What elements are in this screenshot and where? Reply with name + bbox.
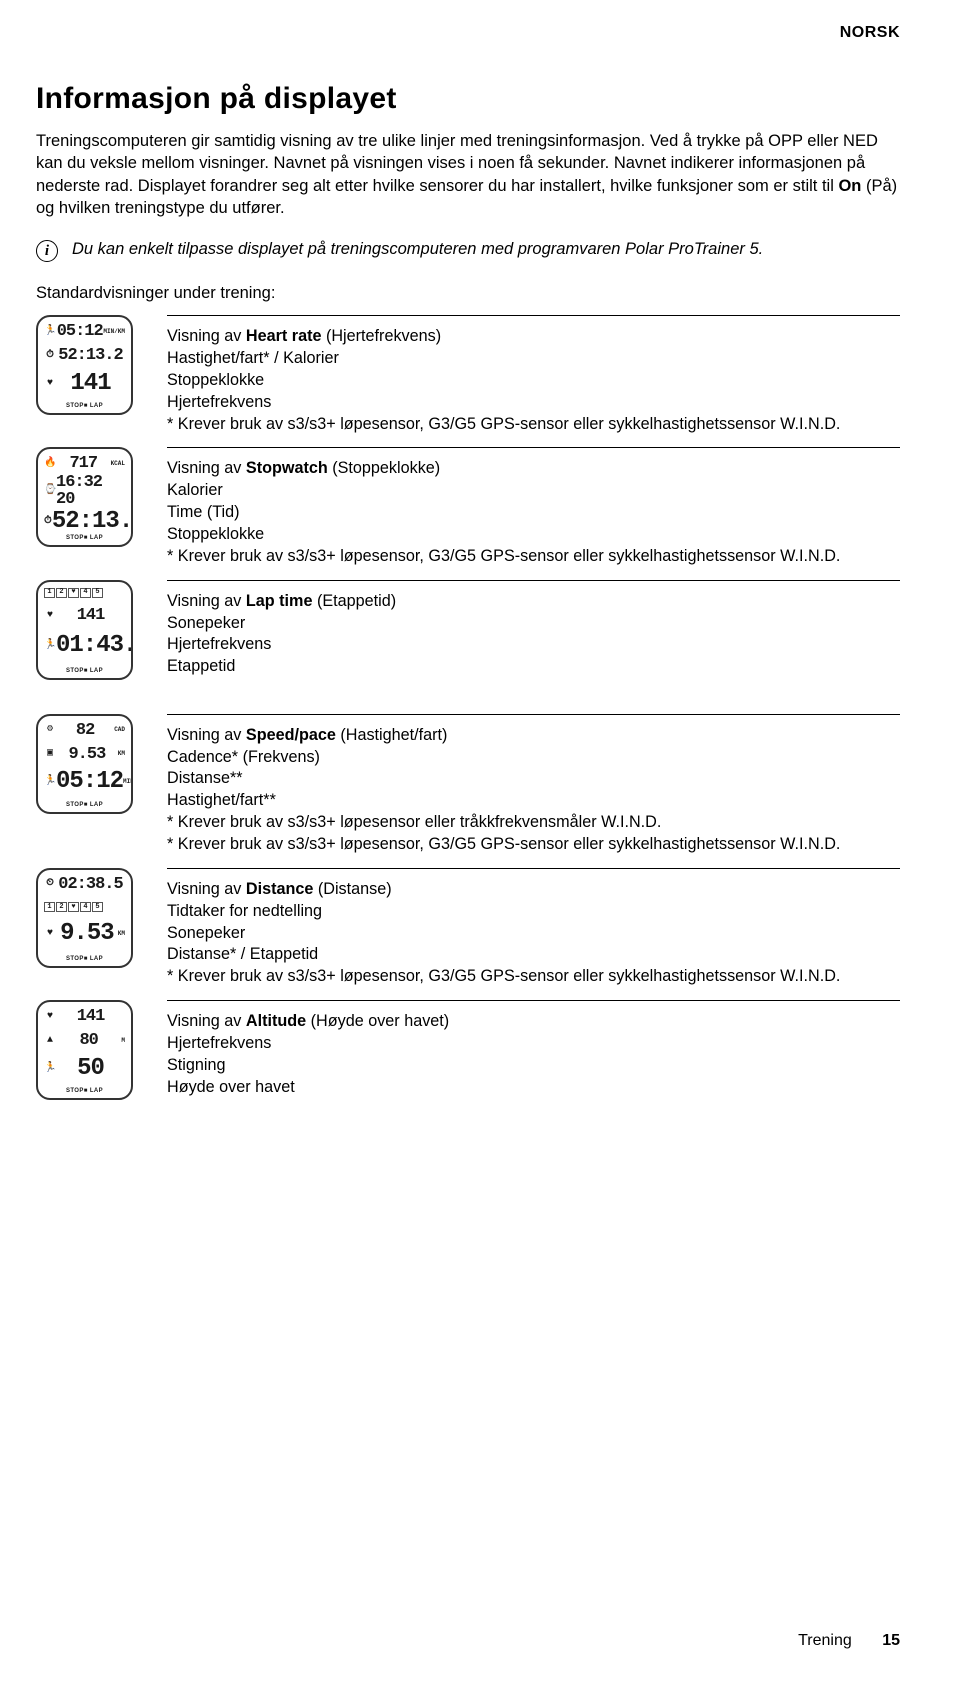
view-line: Høyde over havet <box>167 1077 900 1099</box>
display-view-block: 🔥717KCAL⌚16:32 20⏱52:13.8STOP■ LAP Visnin… <box>36 447 900 567</box>
view-line: Sonepeker <box>167 923 900 945</box>
view-line: Stigning <box>167 1055 900 1077</box>
info-icon: i <box>36 240 58 262</box>
view-line: Cadence* (Frekvens) <box>167 747 900 769</box>
display-view-block: ⏲02:38.512♥45♥9.53KMSTOP■ LAP Visning av … <box>36 868 900 988</box>
footer-section-label: Trening <box>798 1632 852 1649</box>
subheading: Standardvisninger under trening: <box>36 284 900 303</box>
view-line: Hjertefrekvens <box>167 634 900 656</box>
device-display: ⚙82CAD▣9.53KM🏃05:12MIN/KMSTOP■ LAP <box>36 714 133 814</box>
view-title: Visning av Altitude (Høyde over havet) <box>167 1011 900 1033</box>
view-line: Distanse** <box>167 768 900 790</box>
view-description: Visning av Distance (Distanse)Tidtaker f… <box>167 868 900 988</box>
page-footer: Trening 15 <box>798 1632 900 1650</box>
device-display: 12♥45♥141🏃01:43.3STOP■ LAP <box>36 580 133 680</box>
view-title: Visning av Stopwatch (Stoppeklokke) <box>167 458 900 480</box>
view-line: Time (Tid) <box>167 502 900 524</box>
device-display: ♥141▲80M🏃50STOP■ LAP <box>36 1000 133 1100</box>
page-number: 15 <box>882 1632 900 1649</box>
view-line: Etappetid <box>167 656 900 678</box>
view-group: 🏃05:12MIN/KM⏱52:13.2♥141STOP■ LAP Visning… <box>36 315 900 680</box>
view-title: Visning av Heart rate (Hjertefrekvens) <box>167 326 900 348</box>
display-view-block: ⚙82CAD▣9.53KM🏃05:12MIN/KMSTOP■ LAP Visnin… <box>36 714 900 856</box>
device-display: ⏲02:38.512♥45♥9.53KMSTOP■ LAP <box>36 868 133 968</box>
view-line: Tidtaker for nedtelling <box>167 901 900 923</box>
view-title: Visning av Lap time (Etappetid) <box>167 591 900 613</box>
view-description: Visning av Heart rate (Hjertefrekvens)Ha… <box>167 315 900 435</box>
display-view-block: 🏃05:12MIN/KM⏱52:13.2♥141STOP■ LAP Visning… <box>36 315 900 435</box>
view-line: * Krever bruk av s3/s3+ løpesensor eller… <box>167 812 900 834</box>
device-display: 🔥717KCAL⌚16:32 20⏱52:13.8STOP■ LAP <box>36 447 133 547</box>
view-line: * Krever bruk av s3/s3+ løpesensor, G3/G… <box>167 834 900 856</box>
view-description: Visning av Lap time (Etappetid)Sonepeker… <box>167 580 900 678</box>
keyword-on: On <box>838 177 861 195</box>
display-view-block: ♥141▲80M🏃50STOP■ LAP Visning av Altitude … <box>36 1000 900 1100</box>
view-line: Hjertefrekvens <box>167 392 900 414</box>
view-description: Visning av Altitude (Høyde over havet)Hj… <box>167 1000 900 1098</box>
page-title: Informasjon på displayet <box>36 82 900 116</box>
view-line: * Krever bruk av s3/s3+ løpesensor, G3/G… <box>167 966 900 988</box>
view-line: Hastighet/fart* / Kalorier <box>167 348 900 370</box>
device-display: 🏃05:12MIN/KM⏱52:13.2♥141STOP■ LAP <box>36 315 133 415</box>
view-line: Hjertefrekvens <box>167 1033 900 1055</box>
view-line: Hastighet/fart** <box>167 790 900 812</box>
view-line: * Krever bruk av s3/s3+ løpesensor, G3/G… <box>167 546 900 568</box>
info-note-text: Du kan enkelt tilpasse displayet på tren… <box>72 239 763 260</box>
info-note-row: i Du kan enkelt tilpasse displayet på tr… <box>36 239 900 262</box>
view-line: Stoppeklokke <box>167 524 900 546</box>
view-line: Stoppeklokke <box>167 370 900 392</box>
view-group: ⚙82CAD▣9.53KM🏃05:12MIN/KMSTOP■ LAP Visnin… <box>36 714 900 1100</box>
view-line: * Krever bruk av s3/s3+ løpesensor, G3/G… <box>167 414 900 436</box>
intro-paragraph: Treningscomputeren gir samtidig visning … <box>36 130 900 219</box>
view-description: Visning av Stopwatch (Stoppeklokke)Kalor… <box>167 447 900 567</box>
view-title: Visning av Distance (Distanse) <box>167 879 900 901</box>
intro-text-1: Treningscomputeren gir samtidig visning … <box>36 132 878 195</box>
language-tag: NORSK <box>840 24 900 42</box>
view-line: Kalorier <box>167 480 900 502</box>
display-view-block: 12♥45♥141🏃01:43.3STOP■ LAP Visning av Lap… <box>36 580 900 680</box>
view-line: Sonepeker <box>167 613 900 635</box>
view-title: Visning av Speed/pace (Hastighet/fart) <box>167 725 900 747</box>
view-description: Visning av Speed/pace (Hastighet/fart)Ca… <box>167 714 900 856</box>
view-line: Distanse* / Etappetid <box>167 944 900 966</box>
